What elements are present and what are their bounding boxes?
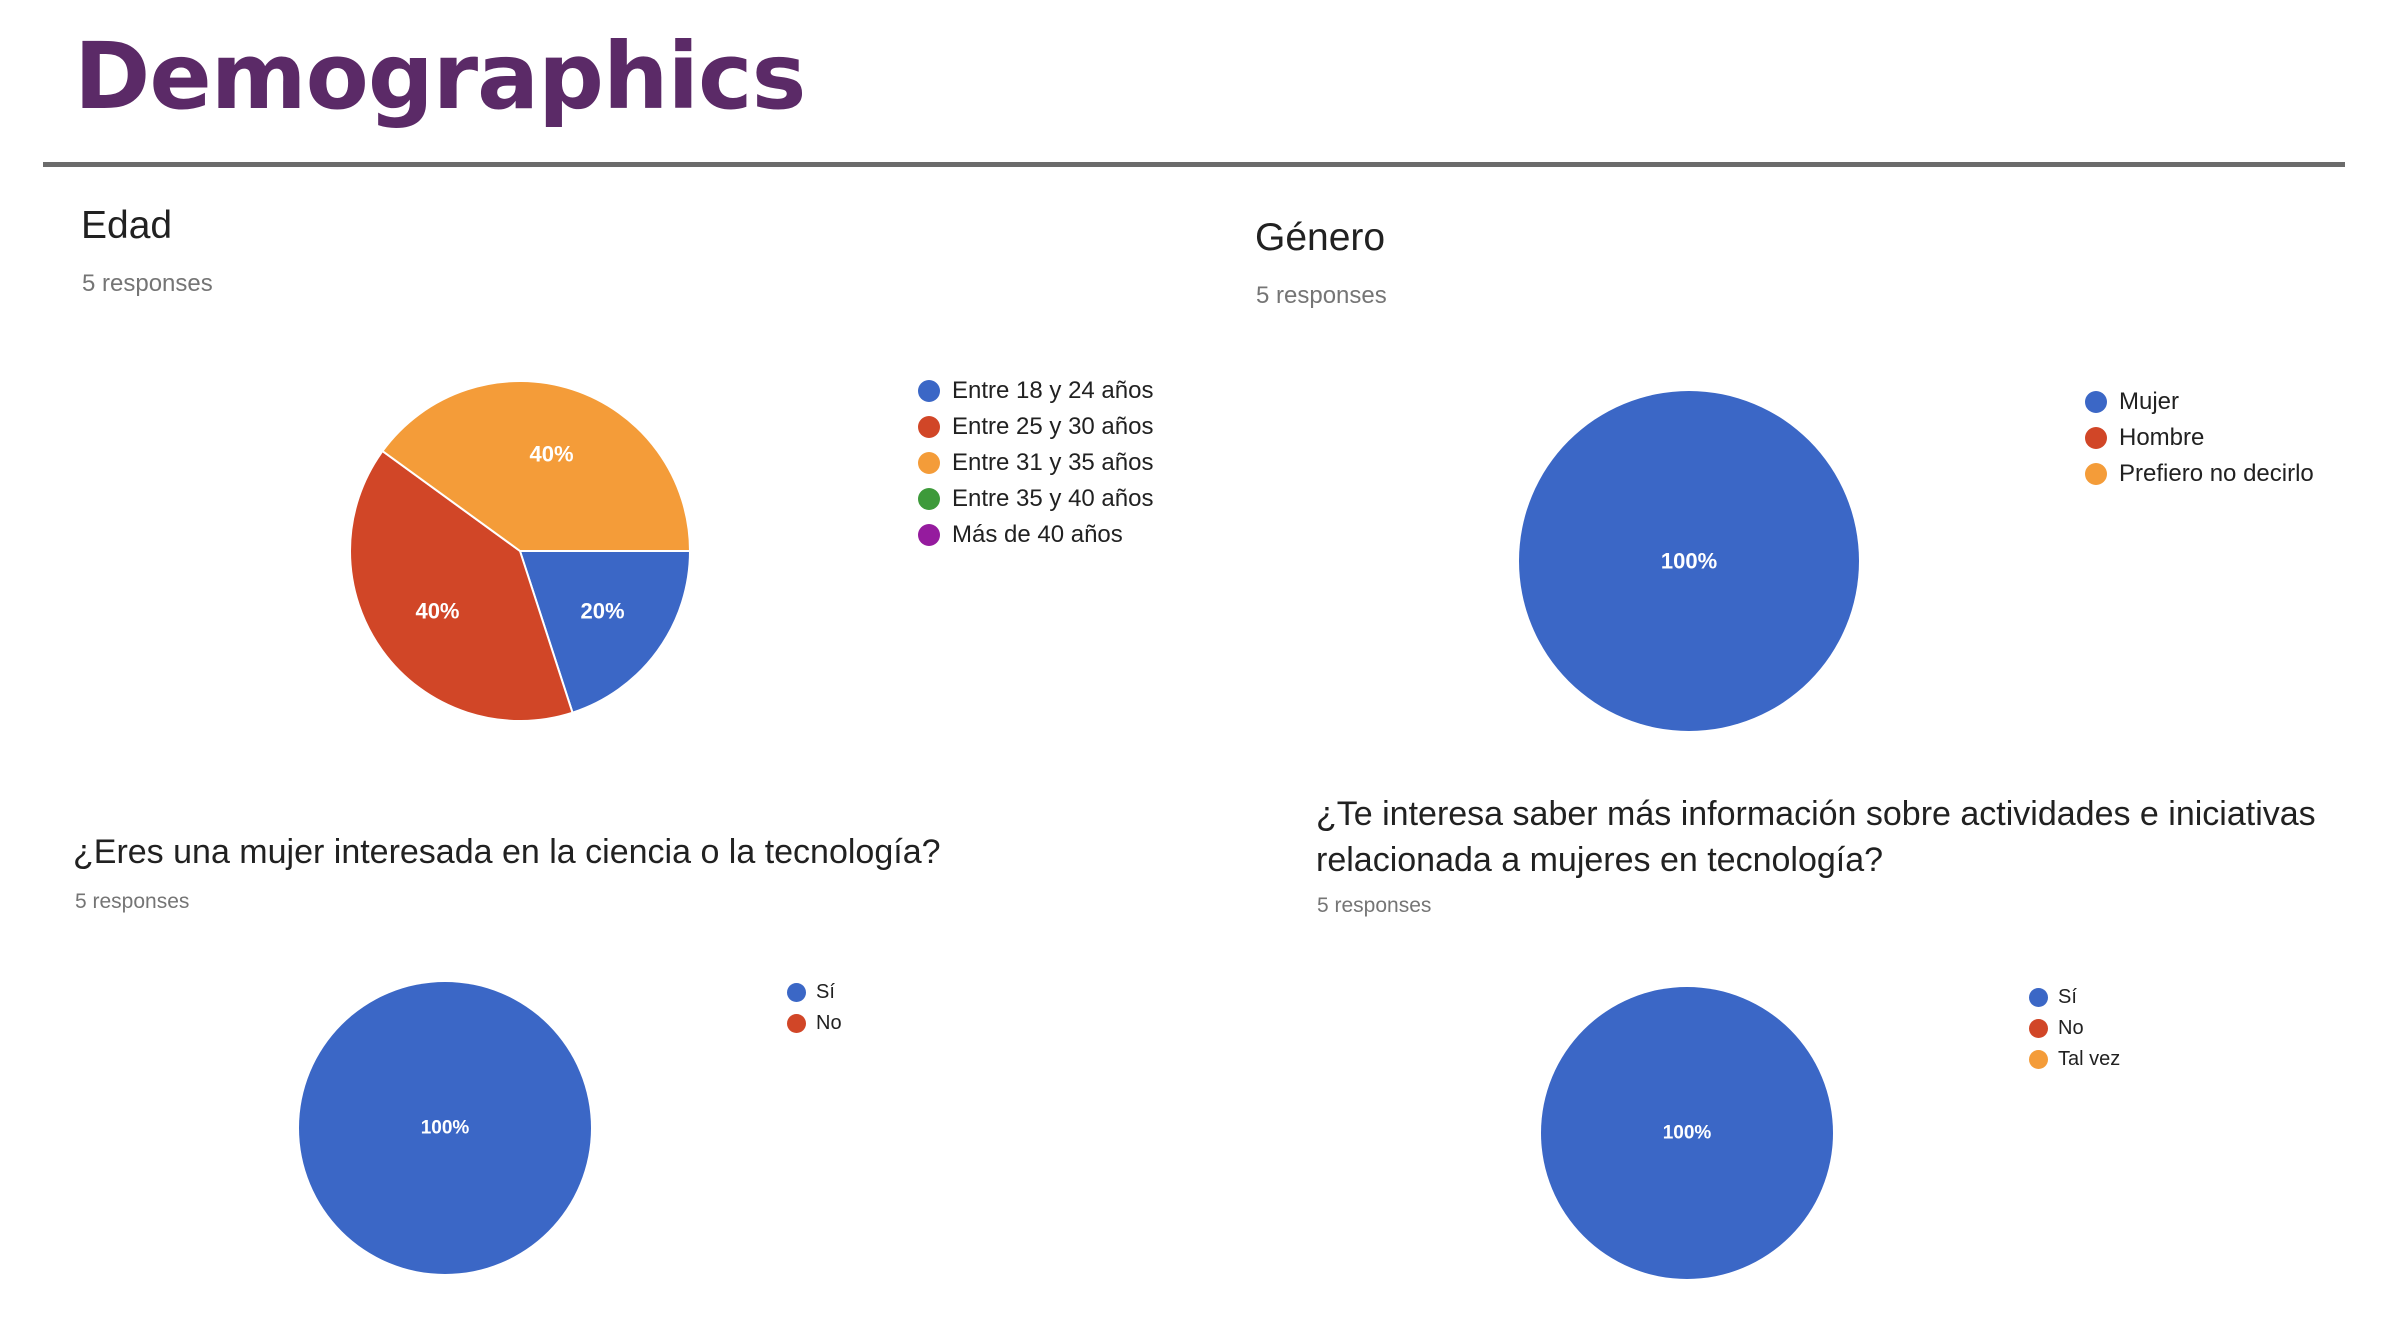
responses-count: 5 responses (1317, 894, 1432, 917)
chart-legend: Entre 18 y 24 años Entre 25 y 30 años Entr… (918, 373, 1153, 553)
slice-percent-label: 100% (1663, 1123, 1712, 1144)
legend-item: Más de 40 años (918, 517, 1153, 553)
legend-item: Entre 31 y 35 años (918, 445, 1153, 481)
chart-title: Género (1255, 216, 1386, 259)
legend-item: Entre 25 y 30 años (918, 409, 1153, 445)
legend-label: Sí (2058, 986, 2077, 1008)
pie-chart-informacion: 100% (1541, 987, 1833, 1279)
pie-slice (1541, 987, 1833, 1279)
legend-label: Entre 25 y 30 años (952, 413, 1154, 440)
legend-item: No (2029, 1013, 2120, 1044)
slice-percent-label: 40% (529, 441, 573, 466)
legend-label: Hombre (2119, 424, 2205, 451)
legend-label: Entre 35 y 40 años (952, 485, 1154, 512)
legend-item: No (787, 1008, 842, 1039)
legend-label: Entre 31 y 35 años (952, 449, 1154, 476)
legend-swatch (918, 452, 940, 474)
chart-panel-edad: Edad 5 responses 20% 40% 40% Entre 18 y 24… (0, 0, 1195, 780)
responses-count: 5 responses (82, 270, 213, 297)
legend-swatch (2029, 1019, 2048, 1038)
legend-swatch (2029, 1050, 2048, 1069)
chart-panel-genero: Género 5 responses 100% Mujer Hombre Prefi… (1195, 0, 2390, 780)
pie-chart-genero: 100% (1519, 391, 1859, 731)
title-divider (43, 162, 2345, 167)
slice-percent-label: 100% (421, 1118, 470, 1139)
legend-swatch (918, 380, 940, 402)
legend-item: Entre 18 y 24 años (918, 373, 1153, 409)
legend-item: Hombre (2085, 420, 2314, 456)
legend-swatch (2085, 391, 2107, 413)
pie-chart-mujer-ciencia: 100% (299, 982, 591, 1274)
chart-panel-mujer-ciencia: ¿Eres una mujer interesada en la ciencia… (0, 780, 1195, 1330)
legend-item: Tal vez (2029, 1044, 2120, 1075)
legend-label: Más de 40 años (952, 521, 1123, 548)
pie-chart-edad: 20% 40% 40% (349, 380, 692, 722)
chart-title: Edad (81, 204, 173, 247)
responses-count: 5 responses (75, 890, 190, 913)
legend-label: Mujer (2119, 388, 2180, 415)
pie-slice (381, 380, 692, 552)
pie-slice (299, 982, 591, 1274)
legend-item: Sí (2029, 982, 2120, 1013)
legend-swatch (918, 416, 940, 438)
chart-legend: Mujer Hombre Prefiero no decirlo (2085, 384, 2314, 492)
legend-item: Entre 35 y 40 años (918, 481, 1153, 517)
legend-swatch (2085, 463, 2107, 485)
legend-label: No (2058, 1017, 2084, 1039)
legend-item: Sí (787, 977, 842, 1008)
slice-percent-label: 100% (1661, 549, 1717, 574)
page-title: Demographics (74, 23, 806, 130)
legend-label: Sí (816, 981, 835, 1003)
chart-legend: Sí No (787, 977, 842, 1039)
slice-percent-label: 20% (580, 598, 624, 623)
pie-slice (349, 449, 574, 722)
pie-slice (518, 550, 692, 714)
responses-count: 5 responses (1256, 282, 1387, 309)
legend-item: Prefiero no decirlo (2085, 456, 2314, 492)
legend-swatch (918, 524, 940, 546)
legend-label: Entre 18 y 24 años (952, 377, 1154, 404)
legend-item: Mujer (2085, 384, 2314, 420)
legend-swatch (787, 983, 806, 1002)
legend-label: No (816, 1012, 842, 1034)
pie-slice (1519, 391, 1859, 731)
chart-panel-informacion: ¿Te interesa saber más información sobre… (1195, 780, 2390, 1330)
chart-title: ¿Te interesa saber más información sobre… (1316, 795, 2316, 879)
chart-title: ¿Eres una mujer interesada en la ciencia… (73, 833, 941, 871)
legend-swatch (918, 488, 940, 510)
legend-label: Prefiero no decirlo (2119, 460, 2314, 487)
legend-swatch (787, 1014, 806, 1033)
legend-swatch (2029, 988, 2048, 1007)
legend-swatch (2085, 427, 2107, 449)
chart-legend: Sí No Tal vez (2029, 982, 2120, 1075)
legend-label: Tal vez (2058, 1048, 2121, 1070)
slice-percent-label: 40% (415, 598, 459, 623)
